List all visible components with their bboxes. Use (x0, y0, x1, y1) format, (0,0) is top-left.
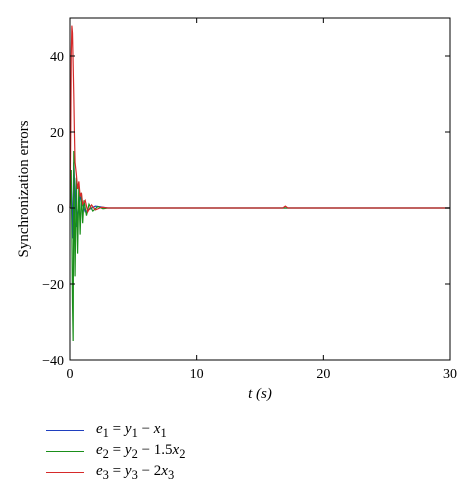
x-tick-label: 30 (443, 367, 457, 382)
legend-swatch (46, 472, 84, 473)
x-tick-label: 20 (316, 367, 330, 382)
y-tick-label: 40 (50, 50, 64, 65)
legend-label: e3 = y3 − 2x3 (96, 462, 175, 482)
y-tick-label: −20 (42, 278, 64, 293)
synchronization-errors-chart: 0 10 20 30 −40 −20 0 20 40 t (s) Synchronization… (16, 17, 457, 402)
series-layer (69, 25, 450, 342)
series-line-e2 (69, 150, 450, 342)
x-tick-label: 0 (67, 367, 74, 382)
x-tick-label: 10 (190, 367, 204, 382)
legend-item-e3: e3 = y3 − 2x3 (46, 462, 185, 483)
legend-item-e2: e2 = y2 − 1.5x2 (46, 441, 185, 462)
y-tick-label: 0 (57, 202, 64, 217)
ticks-layer: 0 10 20 30 −40 −20 0 20 40 (42, 18, 457, 382)
x-axis-label: t (s) (248, 386, 272, 402)
legend-swatch (46, 430, 84, 431)
legend: e1 = y1 − x1 e2 = y2 − 1.5x2 e3 = y3 − 2x3 (46, 420, 185, 483)
plot-frame (69, 17, 451, 361)
legend-item-e1: e1 = y1 − x1 (46, 420, 185, 441)
y-tick-label: 20 (50, 126, 64, 141)
series-line-e1 (69, 162, 450, 239)
legend-swatch (46, 451, 84, 452)
series-line-e3 (69, 25, 450, 214)
legend-label: e2 = y2 − 1.5x2 (96, 441, 186, 461)
y-axis-label: Synchronization errors (16, 120, 32, 257)
legend-label: e1 = y1 − x1 (96, 420, 167, 440)
y-tick-label: −40 (42, 354, 64, 369)
